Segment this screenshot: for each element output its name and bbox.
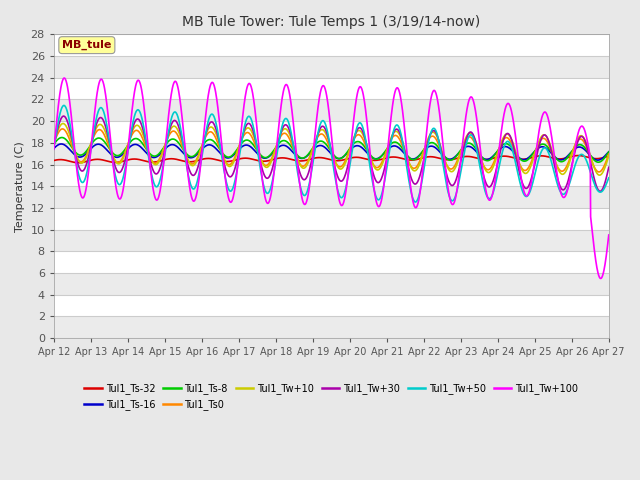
Title: MB Tule Tower: Tule Temps 1 (3/19/14-now): MB Tule Tower: Tule Temps 1 (3/19/14-now… — [182, 15, 481, 29]
Bar — [54, 229, 609, 252]
Bar — [54, 56, 609, 78]
Y-axis label: Temperature (C): Temperature (C) — [15, 141, 25, 232]
Bar — [54, 143, 609, 165]
Legend: Tul1_Ts-32, Tul1_Ts-16, Tul1_Ts-8, Tul1_Ts0, Tul1_Tw+10, Tul1_Tw+30, Tul1_Tw+50,: Tul1_Ts-32, Tul1_Ts-16, Tul1_Ts-8, Tul1_… — [81, 380, 582, 414]
Bar — [54, 316, 609, 338]
Text: MB_tule: MB_tule — [62, 40, 111, 50]
Bar — [54, 186, 609, 208]
Bar — [54, 273, 609, 295]
Bar — [54, 99, 609, 121]
